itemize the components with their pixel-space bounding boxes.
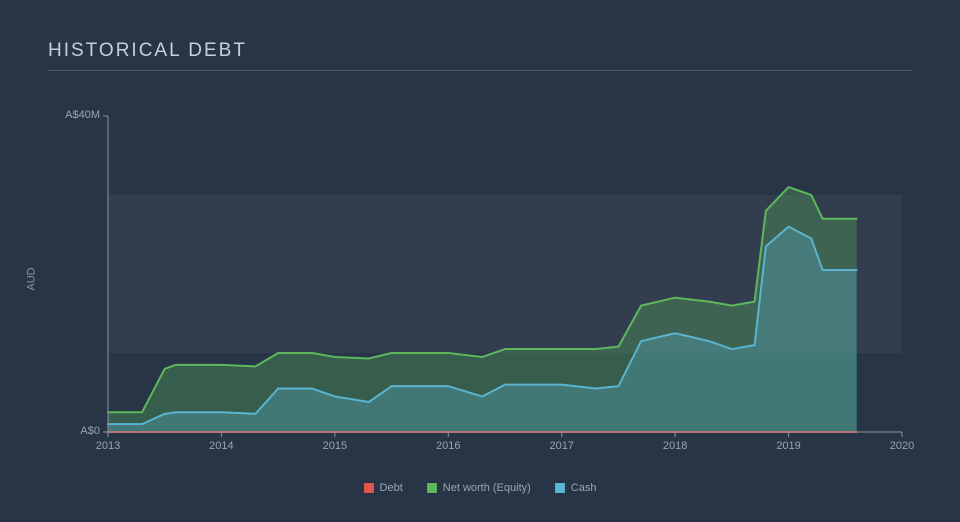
x-tick-label: 2014 [201, 440, 241, 452]
legend-label: Cash [571, 482, 597, 494]
chart-area: AUD A$0A$40M 201320142015201620172018201… [48, 96, 912, 462]
legend-item: Cash [555, 482, 597, 494]
legend-item: Debt [364, 482, 403, 494]
y-tick-label: A$40M [50, 109, 100, 121]
title-block: HISTORICAL DEBT [48, 40, 912, 71]
y-axis-label: AUD [26, 267, 38, 290]
y-tick-label: A$0 [50, 425, 100, 437]
x-tick-label: 2017 [542, 440, 582, 452]
title-rule [48, 70, 912, 71]
chart-container: HISTORICAL DEBT AUD A$0 A$40M 2013 2014 201… [0, 0, 960, 522]
legend-label: Net worth (Equity) [443, 482, 531, 494]
chart-title: HISTORICAL DEBT [48, 40, 912, 70]
x-tick-label: 2018 [655, 440, 695, 452]
x-tick-label: 2020 [882, 440, 922, 452]
legend-swatch [555, 483, 565, 493]
legend: Debt Net worth (Equity) Cash [0, 482, 960, 494]
chart-svg [48, 96, 912, 462]
x-tick-label: 2013 [88, 440, 128, 452]
x-tick-label: 2016 [428, 440, 468, 452]
x-tick-label: 2019 [769, 440, 809, 452]
legend-label: Debt [380, 482, 403, 494]
x-tick-label: 2015 [315, 440, 355, 452]
legend-swatch [364, 483, 374, 493]
legend-item: Net worth (Equity) [427, 482, 531, 494]
legend-swatch [427, 483, 437, 493]
